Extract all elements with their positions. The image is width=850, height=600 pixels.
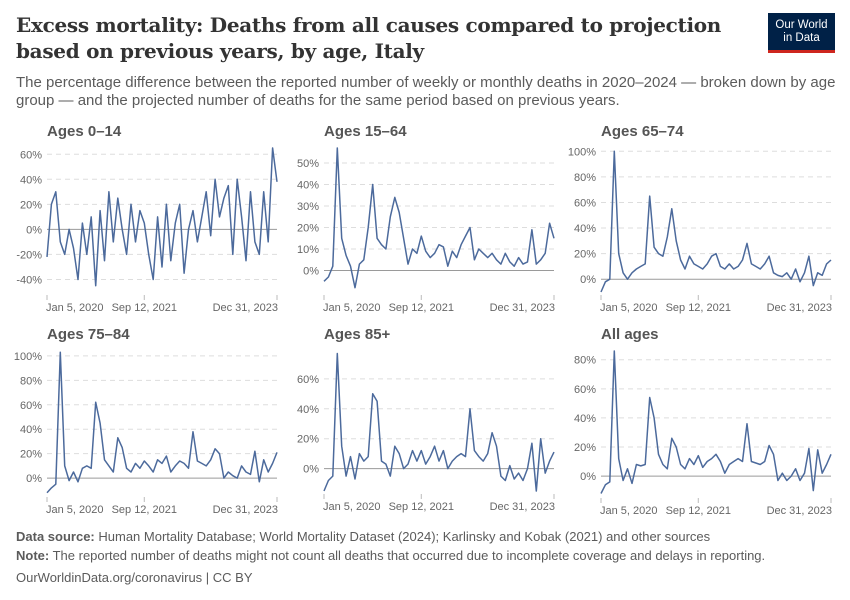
x-tick-label: Dec 31, 2023 — [767, 302, 832, 314]
y-tick-label: 10% — [297, 244, 319, 256]
chart-subtitle: The percentage difference between the re… — [16, 74, 836, 109]
y-tick-label: 0% — [303, 266, 319, 278]
y-tick-label: 80% — [574, 355, 596, 367]
series-line — [323, 147, 555, 289]
y-tick-label: 100% — [14, 351, 42, 363]
note-label: Note: — [16, 548, 50, 563]
source-url[interactable]: OurWorldinData.org/coronavirus | CC BY — [16, 570, 253, 585]
panel-ages-85-: Ages 85+ 0% 20% 40% 60% Jan 5, 2020 Sep 12, 20… — [297, 326, 555, 513]
y-tick-label: 20% — [574, 249, 596, 261]
y-tick-label: 80% — [20, 375, 42, 387]
panel-title: Ages 85+ — [324, 326, 391, 343]
panel-title: Ages 0–14 — [47, 123, 122, 140]
chart-title: Excess mortality: Deaths from all causes… — [16, 13, 722, 63]
data-source-text: Human Mortality Database; World Mortalit… — [98, 529, 711, 544]
x-tick-label: Dec 31, 2023 — [490, 302, 555, 314]
panel-ages-15-64: Ages 15–64 0% 10% 20% 30% 40% 50% Jan 5, 2020 Se… — [297, 123, 555, 314]
panel-ages-0-14: Ages 0–14 -40% -20% 0% 20% 40% 60% Jan 5, 2020 S… — [16, 123, 278, 314]
y-tick-label: 40% — [20, 424, 42, 436]
y-tick-label: 60% — [297, 374, 319, 386]
y-tick-label: 0% — [26, 224, 42, 236]
y-tick-label: 40% — [574, 413, 596, 425]
y-tick-label: 60% — [574, 384, 596, 396]
x-tick-label: Sep 12, 2021 — [666, 302, 731, 314]
x-tick-label: Dec 31, 2023 — [213, 302, 278, 314]
series-line — [600, 150, 832, 293]
y-tick-label: 20% — [20, 449, 42, 461]
y-tick-label: 80% — [574, 172, 596, 184]
y-tick-label: 40% — [20, 174, 42, 186]
data-source-label: Data source: — [16, 529, 95, 544]
x-tick-label: Dec 31, 2023 — [767, 505, 832, 517]
y-tick-label: 60% — [574, 197, 596, 209]
panel-title: Ages 65–74 — [601, 123, 684, 140]
owid-logo[interactable]: Our World in Data — [768, 13, 835, 53]
logo-line-1: Our World — [775, 18, 828, 31]
y-tick-label: 20% — [297, 223, 319, 235]
y-tick-label: -20% — [16, 249, 42, 261]
series-line — [323, 352, 555, 492]
x-tick-label: Jan 5, 2020 — [600, 505, 658, 517]
y-tick-label: 20% — [574, 442, 596, 454]
y-tick-label: 20% — [297, 434, 319, 446]
y-tick-label: 0% — [303, 464, 319, 476]
x-tick-label: Jan 5, 2020 — [600, 302, 658, 314]
series-line — [600, 350, 832, 494]
x-tick-label: Jan 5, 2020 — [323, 501, 381, 513]
small-multiples-chart: Ages 0–14 -40% -20% 0% 20% 40% 60% Jan 5, 2020 S… — [14, 123, 832, 517]
x-tick-label: Sep 12, 2021 — [112, 302, 177, 314]
y-tick-label: 20% — [20, 199, 42, 211]
y-tick-label: 40% — [574, 223, 596, 235]
note: Note: The reported number of deaths migh… — [16, 548, 765, 563]
x-tick-label: Jan 5, 2020 — [46, 504, 104, 516]
x-tick-label: Sep 12, 2021 — [112, 504, 177, 516]
x-tick-label: Sep 12, 2021 — [389, 302, 454, 314]
x-tick-label: Sep 12, 2021 — [666, 505, 731, 517]
logo-line-2: in Data — [783, 31, 820, 44]
panel-title: Ages 75–84 — [47, 326, 130, 343]
x-tick-label: Sep 12, 2021 — [389, 501, 454, 513]
x-tick-label: Jan 5, 2020 — [323, 302, 381, 314]
note-text: The reported number of deaths might not … — [52, 548, 766, 563]
y-tick-label: -40% — [16, 274, 42, 286]
y-tick-label: 30% — [297, 201, 319, 213]
x-tick-label: Dec 31, 2023 — [213, 504, 278, 516]
data-source: Data source: Human Mortality Database; W… — [16, 529, 710, 544]
series-line — [46, 147, 278, 287]
y-tick-label: 100% — [568, 146, 596, 158]
y-tick-label: 50% — [297, 158, 319, 170]
panel-title: All ages — [601, 326, 659, 343]
panel-ages-75-84: Ages 75–84 0% 20% 40% 60% 80% 100% Jan 5, 2020 S… — [14, 326, 278, 516]
panel-title: Ages 15–64 — [324, 123, 407, 140]
y-tick-label: 40% — [297, 404, 319, 416]
x-tick-label: Dec 31, 2023 — [490, 501, 555, 513]
series-line — [46, 351, 278, 494]
y-tick-label: 60% — [20, 149, 42, 161]
y-tick-label: 60% — [20, 400, 42, 412]
y-tick-label: 40% — [297, 180, 319, 192]
y-tick-label: 0% — [580, 274, 596, 286]
panel-ages-65-74: Ages 65–74 0% 20% 40% 60% 80% 100% Jan 5, 2020 S… — [568, 123, 832, 314]
y-tick-label: 0% — [26, 473, 42, 485]
x-tick-label: Jan 5, 2020 — [46, 302, 104, 314]
panel-all-ages: All ages 0% 20% 40% 60% 80% Jan 5, 2020 Sep 12,… — [574, 326, 832, 517]
y-tick-label: 0% — [580, 471, 596, 483]
